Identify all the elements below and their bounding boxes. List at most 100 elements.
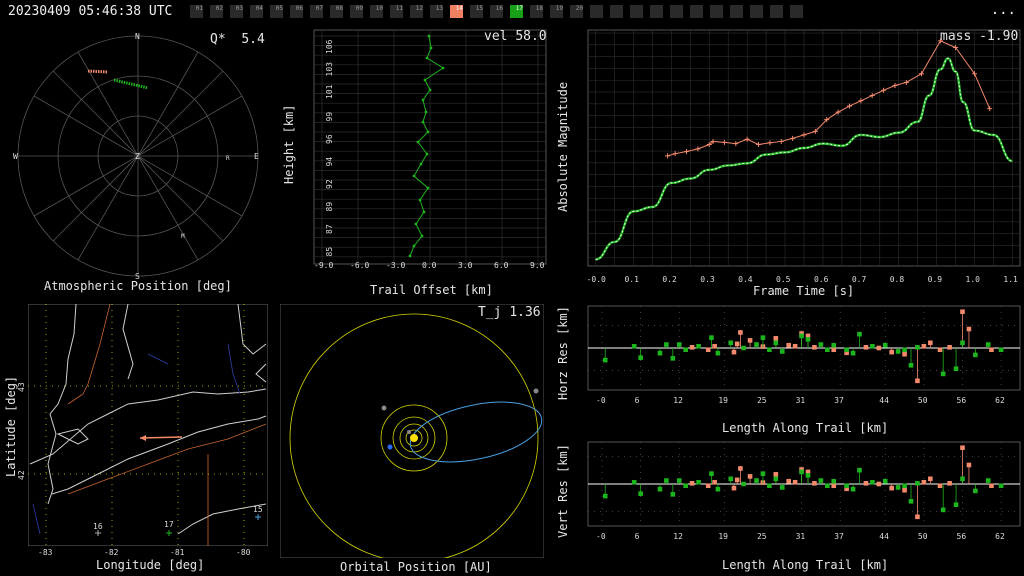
station-toggle-empty-27[interactable] — [730, 5, 743, 18]
vert-point — [844, 486, 849, 492]
vert-point — [989, 483, 994, 489]
vert-xtick: 6 — [635, 532, 640, 541]
station-toggle-16[interactable]: 16 — [490, 5, 503, 18]
trail-point — [428, 88, 432, 92]
vert-point — [760, 471, 766, 476]
vert-point — [937, 483, 943, 489]
compass-w: W — [13, 152, 18, 161]
station-toggle-empty-25[interactable] — [690, 5, 703, 18]
station-toggle-07[interactable]: 07 — [310, 5, 323, 18]
station-toggle-empty-21[interactable] — [610, 5, 623, 18]
station-toggle-08[interactable]: 08 — [330, 5, 343, 18]
tj-readout: T_j 1.36 — [478, 305, 541, 320]
station-toggle-06[interactable]: 06 — [290, 5, 303, 18]
meteoroid-orbit — [409, 401, 543, 463]
horz-point — [715, 350, 721, 356]
station-toggle-18[interactable]: 18 — [530, 5, 543, 18]
mag-ylabel: Absolute Magnitude — [556, 81, 570, 212]
vert-point — [705, 483, 711, 489]
vert-point — [882, 478, 888, 484]
mass-readout: mass -1.90 — [940, 29, 1018, 44]
station-toggle-04[interactable]: 04 — [250, 5, 263, 18]
menu-button[interactable]: ... — [990, 2, 1016, 18]
vert-xtick: 50 — [918, 532, 928, 541]
horz-point — [947, 345, 952, 350]
station-toggle-empty-20[interactable] — [590, 5, 603, 18]
mag-point-orange — [710, 138, 716, 144]
orbit-plot[interactable] — [280, 304, 544, 558]
mag-point-orange — [790, 135, 796, 141]
trail-ytick: 92 — [325, 179, 334, 189]
horz-xtick: 6 — [635, 396, 640, 405]
station-toggle-empty-29[interactable] — [770, 5, 783, 18]
trail-offset-plot[interactable]: -9.0 -6.0 -3.0 0.0 3.0 6.0 9.0 106 103 101 99 96 94 9… — [310, 28, 550, 268]
trail-ytick: 103 — [325, 62, 334, 77]
trail-series — [409, 35, 444, 257]
horz-xtick: 50 — [918, 396, 928, 405]
horz-point — [731, 349, 737, 355]
horz-point — [792, 343, 798, 349]
horz-point — [602, 357, 608, 363]
station-toggle-09[interactable]: 09 — [350, 5, 363, 18]
vert-point — [825, 483, 830, 489]
vert-xtick: -0 — [596, 532, 606, 541]
station-toggle-01[interactable]: 01 — [190, 5, 203, 18]
station-toggle-empty-24[interactable] — [670, 5, 683, 18]
mag-point-orange — [672, 151, 678, 157]
trail-ytick: 85 — [325, 247, 334, 257]
map-station-15: 15 — [253, 505, 263, 514]
horz-point — [747, 338, 753, 343]
ground-map[interactable]: 16 17 15 — [28, 304, 268, 546]
horz-residual-plot[interactable]: -061219253137445056620.650.00-0.65 — [584, 304, 1022, 406]
station-15-marker — [255, 514, 261, 520]
station-toggle-empty-23[interactable] — [650, 5, 663, 18]
trail-point — [412, 244, 416, 248]
trail-ytick: 96 — [325, 134, 334, 144]
station-toggle-empty-30[interactable] — [790, 5, 803, 18]
station-toggle-15[interactable]: 15 — [470, 5, 483, 18]
velocity-label: vel — [484, 29, 508, 44]
horz-point — [689, 345, 695, 350]
compass-n: N — [135, 32, 140, 41]
station-toggle-10[interactable]: 10 — [370, 5, 383, 18]
station-toggle-11[interactable]: 11 — [390, 5, 403, 18]
vert-point — [696, 479, 701, 485]
station-toggle-05[interactable]: 05 — [270, 5, 283, 18]
station-toggle-13[interactable]: 13 — [430, 5, 443, 18]
station-toggle-19[interactable]: 19 — [550, 5, 563, 18]
mag-xtick: 0.8 — [890, 275, 905, 284]
vert-point — [731, 485, 737, 491]
magnitude-plot[interactable]: -0.00.10.20.30.40.50.60.70.80.91.01.1-5.… — [584, 28, 1022, 286]
q-star-readout: Q* 5.4 — [210, 32, 265, 47]
vert-residual-plot[interactable]: -061219253137445056620.80.0-0.8 — [584, 440, 1022, 542]
map-xlabel: Longitude [deg] — [96, 558, 205, 572]
horz-point — [728, 340, 734, 346]
trail-point — [414, 222, 418, 226]
compass-zenith: Z — [135, 152, 140, 161]
mag-point-orange — [892, 83, 898, 89]
horz-point — [844, 347, 849, 353]
orbit-xlabel: Orbital Position [AU] — [340, 560, 492, 574]
station-toggle-12[interactable]: 12 — [410, 5, 423, 18]
station-toggle-02[interactable]: 02 — [210, 5, 223, 18]
vert-point — [657, 486, 663, 492]
timestamp: 20230409 05:46:38 UTC — [8, 4, 173, 19]
station-toggle-14[interactable]: 14 — [450, 5, 463, 18]
station-toggle-empty-22[interactable] — [630, 5, 643, 18]
mag-point-orange — [972, 71, 978, 77]
vert-point — [631, 479, 637, 485]
horz-point — [960, 309, 965, 315]
station-toggle-17[interactable]: 17 — [510, 5, 523, 18]
atmos-plot[interactable]: N S E W Z R M — [10, 28, 270, 283]
vert-xtick: 19 — [718, 532, 728, 541]
station-toggle-20[interactable]: 20 — [570, 5, 583, 18]
mag-xtick: 0.4 — [738, 275, 753, 284]
horz-point — [985, 342, 991, 347]
station-toggle-03[interactable]: 03 — [230, 5, 243, 18]
station-toggle-empty-28[interactable] — [750, 5, 763, 18]
mag-point-orange — [846, 103, 852, 109]
station-toggle-empty-26[interactable] — [710, 5, 723, 18]
mag-point-orange — [767, 140, 773, 146]
vert-point — [676, 478, 682, 483]
horz-point — [825, 347, 830, 353]
